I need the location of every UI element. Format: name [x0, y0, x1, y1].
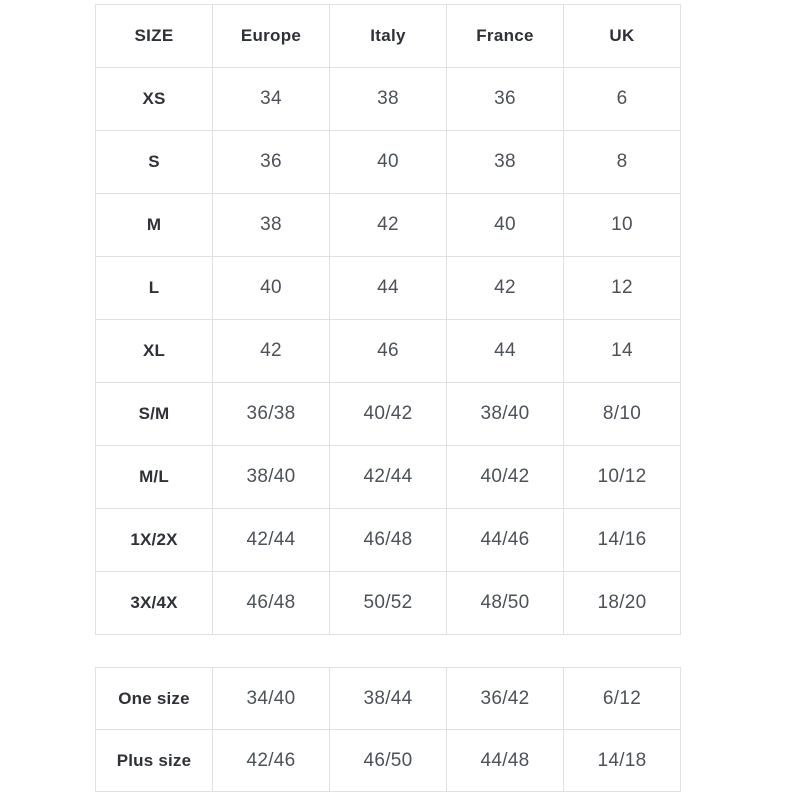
size-label-cell: 3X/4X: [95, 571, 213, 635]
column-header-italy: Italy: [329, 4, 447, 68]
value-cell: 46: [329, 319, 447, 383]
table-row: S 36 40 38 8: [95, 130, 681, 194]
value-cell: 40: [212, 256, 330, 320]
table-row: S/M 36/38 40/42 38/40 8/10: [95, 382, 681, 446]
column-header-france: France: [446, 4, 564, 68]
value-cell: 44/46: [446, 508, 564, 572]
value-cell: 8: [563, 130, 681, 194]
value-cell: 44: [446, 319, 564, 383]
size-conversion-table: SIZE Europe Italy France UK XS 34 38 36 …: [95, 4, 681, 635]
table-row: 3X/4X 46/48 50/52 48/50 18/20: [95, 571, 681, 635]
value-cell: 36: [446, 67, 564, 131]
table-row: XL 42 46 44 14: [95, 319, 681, 383]
size-label-cell: One size: [95, 667, 213, 730]
value-cell: 44: [329, 256, 447, 320]
value-cell: 46/48: [329, 508, 447, 572]
value-cell: 8/10: [563, 382, 681, 446]
value-cell: 50/52: [329, 571, 447, 635]
size-chart-section: SIZE Europe Italy France UK XS 34 38 36 …: [95, 4, 681, 792]
value-cell: 36: [212, 130, 330, 194]
value-cell: 40/42: [329, 382, 447, 446]
value-cell: 46/50: [329, 729, 447, 792]
table-row: M/L 38/40 42/44 40/42 10/12: [95, 445, 681, 509]
value-cell: 38: [212, 193, 330, 257]
value-cell: 44/48: [446, 729, 564, 792]
value-cell: 48/50: [446, 571, 564, 635]
value-cell: 42: [329, 193, 447, 257]
size-label-cell: XS: [95, 67, 213, 131]
value-cell: 46/48: [212, 571, 330, 635]
value-cell: 34/40: [212, 667, 330, 730]
table-row: L 40 44 42 12: [95, 256, 681, 320]
value-cell: 6/12: [563, 667, 681, 730]
value-cell: 10/12: [563, 445, 681, 509]
value-cell: 42/44: [212, 508, 330, 572]
value-cell: 42/46: [212, 729, 330, 792]
value-cell: 14/18: [563, 729, 681, 792]
special-size-table: One size 34/40 38/44 36/42 6/12 Plus siz…: [95, 667, 681, 792]
size-label-cell: M/L: [95, 445, 213, 509]
table-row: 1X/2X 42/44 46/48 44/46 14/16: [95, 508, 681, 572]
value-cell: 38: [446, 130, 564, 194]
value-cell: 40: [329, 130, 447, 194]
value-cell: 38/40: [212, 445, 330, 509]
value-cell: 40/42: [446, 445, 564, 509]
size-label-cell: S/M: [95, 382, 213, 446]
table-row: M 38 42 40 10: [95, 193, 681, 257]
size-label-cell: M: [95, 193, 213, 257]
value-cell: 38: [329, 67, 447, 131]
size-label-cell: 1X/2X: [95, 508, 213, 572]
value-cell: 36/38: [212, 382, 330, 446]
size-label-cell: Plus size: [95, 729, 213, 792]
value-cell: 14/16: [563, 508, 681, 572]
column-header-europe: Europe: [212, 4, 330, 68]
value-cell: 14: [563, 319, 681, 383]
value-cell: 42: [212, 319, 330, 383]
size-label-cell: XL: [95, 319, 213, 383]
value-cell: 18/20: [563, 571, 681, 635]
value-cell: 42/44: [329, 445, 447, 509]
value-cell: 36/42: [446, 667, 564, 730]
value-cell: 38/44: [329, 667, 447, 730]
size-label-cell: L: [95, 256, 213, 320]
value-cell: 40: [446, 193, 564, 257]
table-row: One size 34/40 38/44 36/42 6/12: [95, 667, 681, 730]
value-cell: 34: [212, 67, 330, 131]
table-row: Plus size 42/46 46/50 44/48 14/18: [95, 729, 681, 792]
value-cell: 10: [563, 193, 681, 257]
value-cell: 38/40: [446, 382, 564, 446]
value-cell: 42: [446, 256, 564, 320]
size-label-cell: S: [95, 130, 213, 194]
table-row: XS 34 38 36 6: [95, 67, 681, 131]
column-header-size: SIZE: [95, 4, 213, 68]
column-header-uk: UK: [563, 4, 681, 68]
value-cell: 6: [563, 67, 681, 131]
value-cell: 12: [563, 256, 681, 320]
table-header-row: SIZE Europe Italy France UK: [95, 4, 681, 68]
